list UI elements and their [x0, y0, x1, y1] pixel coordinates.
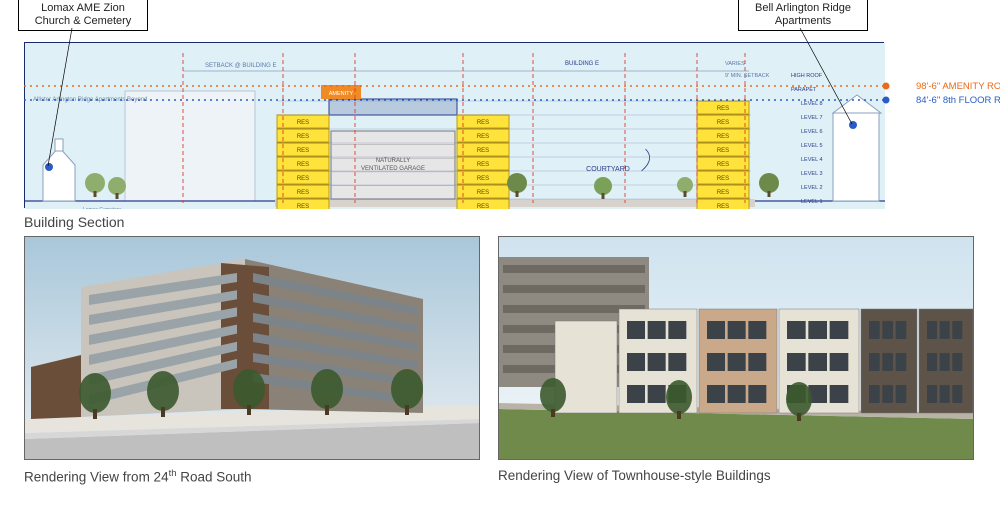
- svg-text:SETBACK @ BUILDING E: SETBACK @ BUILDING E: [205, 63, 276, 69]
- svg-text:LEVEL 1: LEVEL 1: [801, 199, 823, 205]
- render-left-caption: Rendering View from 24th Road South: [24, 468, 480, 485]
- datum-floor8-label: 84'-6" 8th FLOOR ROOF: [916, 95, 1000, 106]
- svg-text:RES: RES: [477, 204, 489, 209]
- svg-text:9' MIN. SETBACK: 9' MIN. SETBACK: [725, 73, 770, 79]
- svg-text:RES: RES: [477, 134, 489, 140]
- svg-text:RES: RES: [717, 190, 729, 196]
- svg-text:RES: RES: [477, 148, 489, 154]
- svg-text:LEVEL 6: LEVEL 6: [801, 129, 823, 135]
- svg-text:LEVEL 3: LEVEL 3: [801, 171, 823, 177]
- section-panel: Lomax AME Zion Church & Cemetery Bell Ar…: [24, 0, 976, 230]
- render-left-panel: Rendering View from 24th Road South: [24, 236, 480, 500]
- svg-text:RES: RES: [477, 190, 489, 196]
- svg-text:PARAPET: PARAPET: [791, 87, 817, 93]
- callout-bell: Bell Arlington Ridge Apartments: [738, 0, 868, 31]
- svg-text:NATURALLY: NATURALLY: [376, 158, 410, 164]
- svg-text:VARIES: VARIES: [725, 61, 745, 67]
- svg-text:RES: RES: [717, 120, 729, 126]
- svg-text:COURTYARD: COURTYARD: [586, 166, 630, 173]
- svg-text:RES: RES: [297, 204, 309, 209]
- svg-text:RES: RES: [477, 162, 489, 168]
- svg-text:RES: RES: [477, 176, 489, 182]
- render-right-panel: Rendering View of Townhouse-style Buildi…: [498, 236, 974, 500]
- svg-text:Allister Arlington Ridge Apart: Allister Arlington Ridge Apartments Beyo…: [33, 97, 147, 103]
- svg-text:LEVEL 8: LEVEL 8: [801, 101, 823, 107]
- svg-text:RES: RES: [297, 176, 309, 182]
- svg-text:RES: RES: [717, 106, 729, 112]
- svg-text:AMENITY: AMENITY: [329, 91, 354, 97]
- render-right-caption: Rendering View of Townhouse-style Buildi…: [498, 468, 974, 483]
- svg-text:BUILDING E: BUILDING E: [565, 61, 599, 67]
- svg-text:RES: RES: [717, 134, 729, 140]
- svg-text:LEVEL 2: LEVEL 2: [801, 185, 823, 191]
- svg-text:HIGH ROOF: HIGH ROOF: [791, 73, 823, 79]
- svg-text:RES: RES: [477, 120, 489, 126]
- callout-lomax: Lomax AME Zion Church & Cemetery: [18, 0, 148, 31]
- svg-text:LEVEL 5: LEVEL 5: [801, 143, 823, 149]
- svg-text:RES: RES: [717, 162, 729, 168]
- section-caption: Building Section: [24, 214, 124, 230]
- render-left-image: [24, 236, 480, 460]
- svg-text:RES: RES: [717, 204, 729, 209]
- datum-amenity-label: 98'-6" AMENITY ROOF: [916, 81, 1000, 92]
- svg-text:RES: RES: [297, 134, 309, 140]
- datum-annotations: 98'-6" AMENITY ROOF 84'-6" 8th FLOOR ROO…: [912, 42, 1000, 208]
- svg-text:RES: RES: [297, 120, 309, 126]
- render-right-image: [498, 236, 974, 460]
- svg-text:RES: RES: [717, 176, 729, 182]
- svg-text:RES: RES: [297, 190, 309, 196]
- svg-text:LEVEL 7: LEVEL 7: [801, 115, 823, 121]
- svg-text:RES: RES: [717, 148, 729, 154]
- svg-text:Lomax Cemetery: Lomax Cemetery: [83, 207, 122, 209]
- svg-text:RES: RES: [297, 148, 309, 154]
- building-section-drawing: Allister Arlington Ridge Apartments Beyo…: [24, 42, 884, 208]
- svg-text:LEVEL 4: LEVEL 4: [801, 157, 823, 163]
- svg-text:RES: RES: [297, 162, 309, 168]
